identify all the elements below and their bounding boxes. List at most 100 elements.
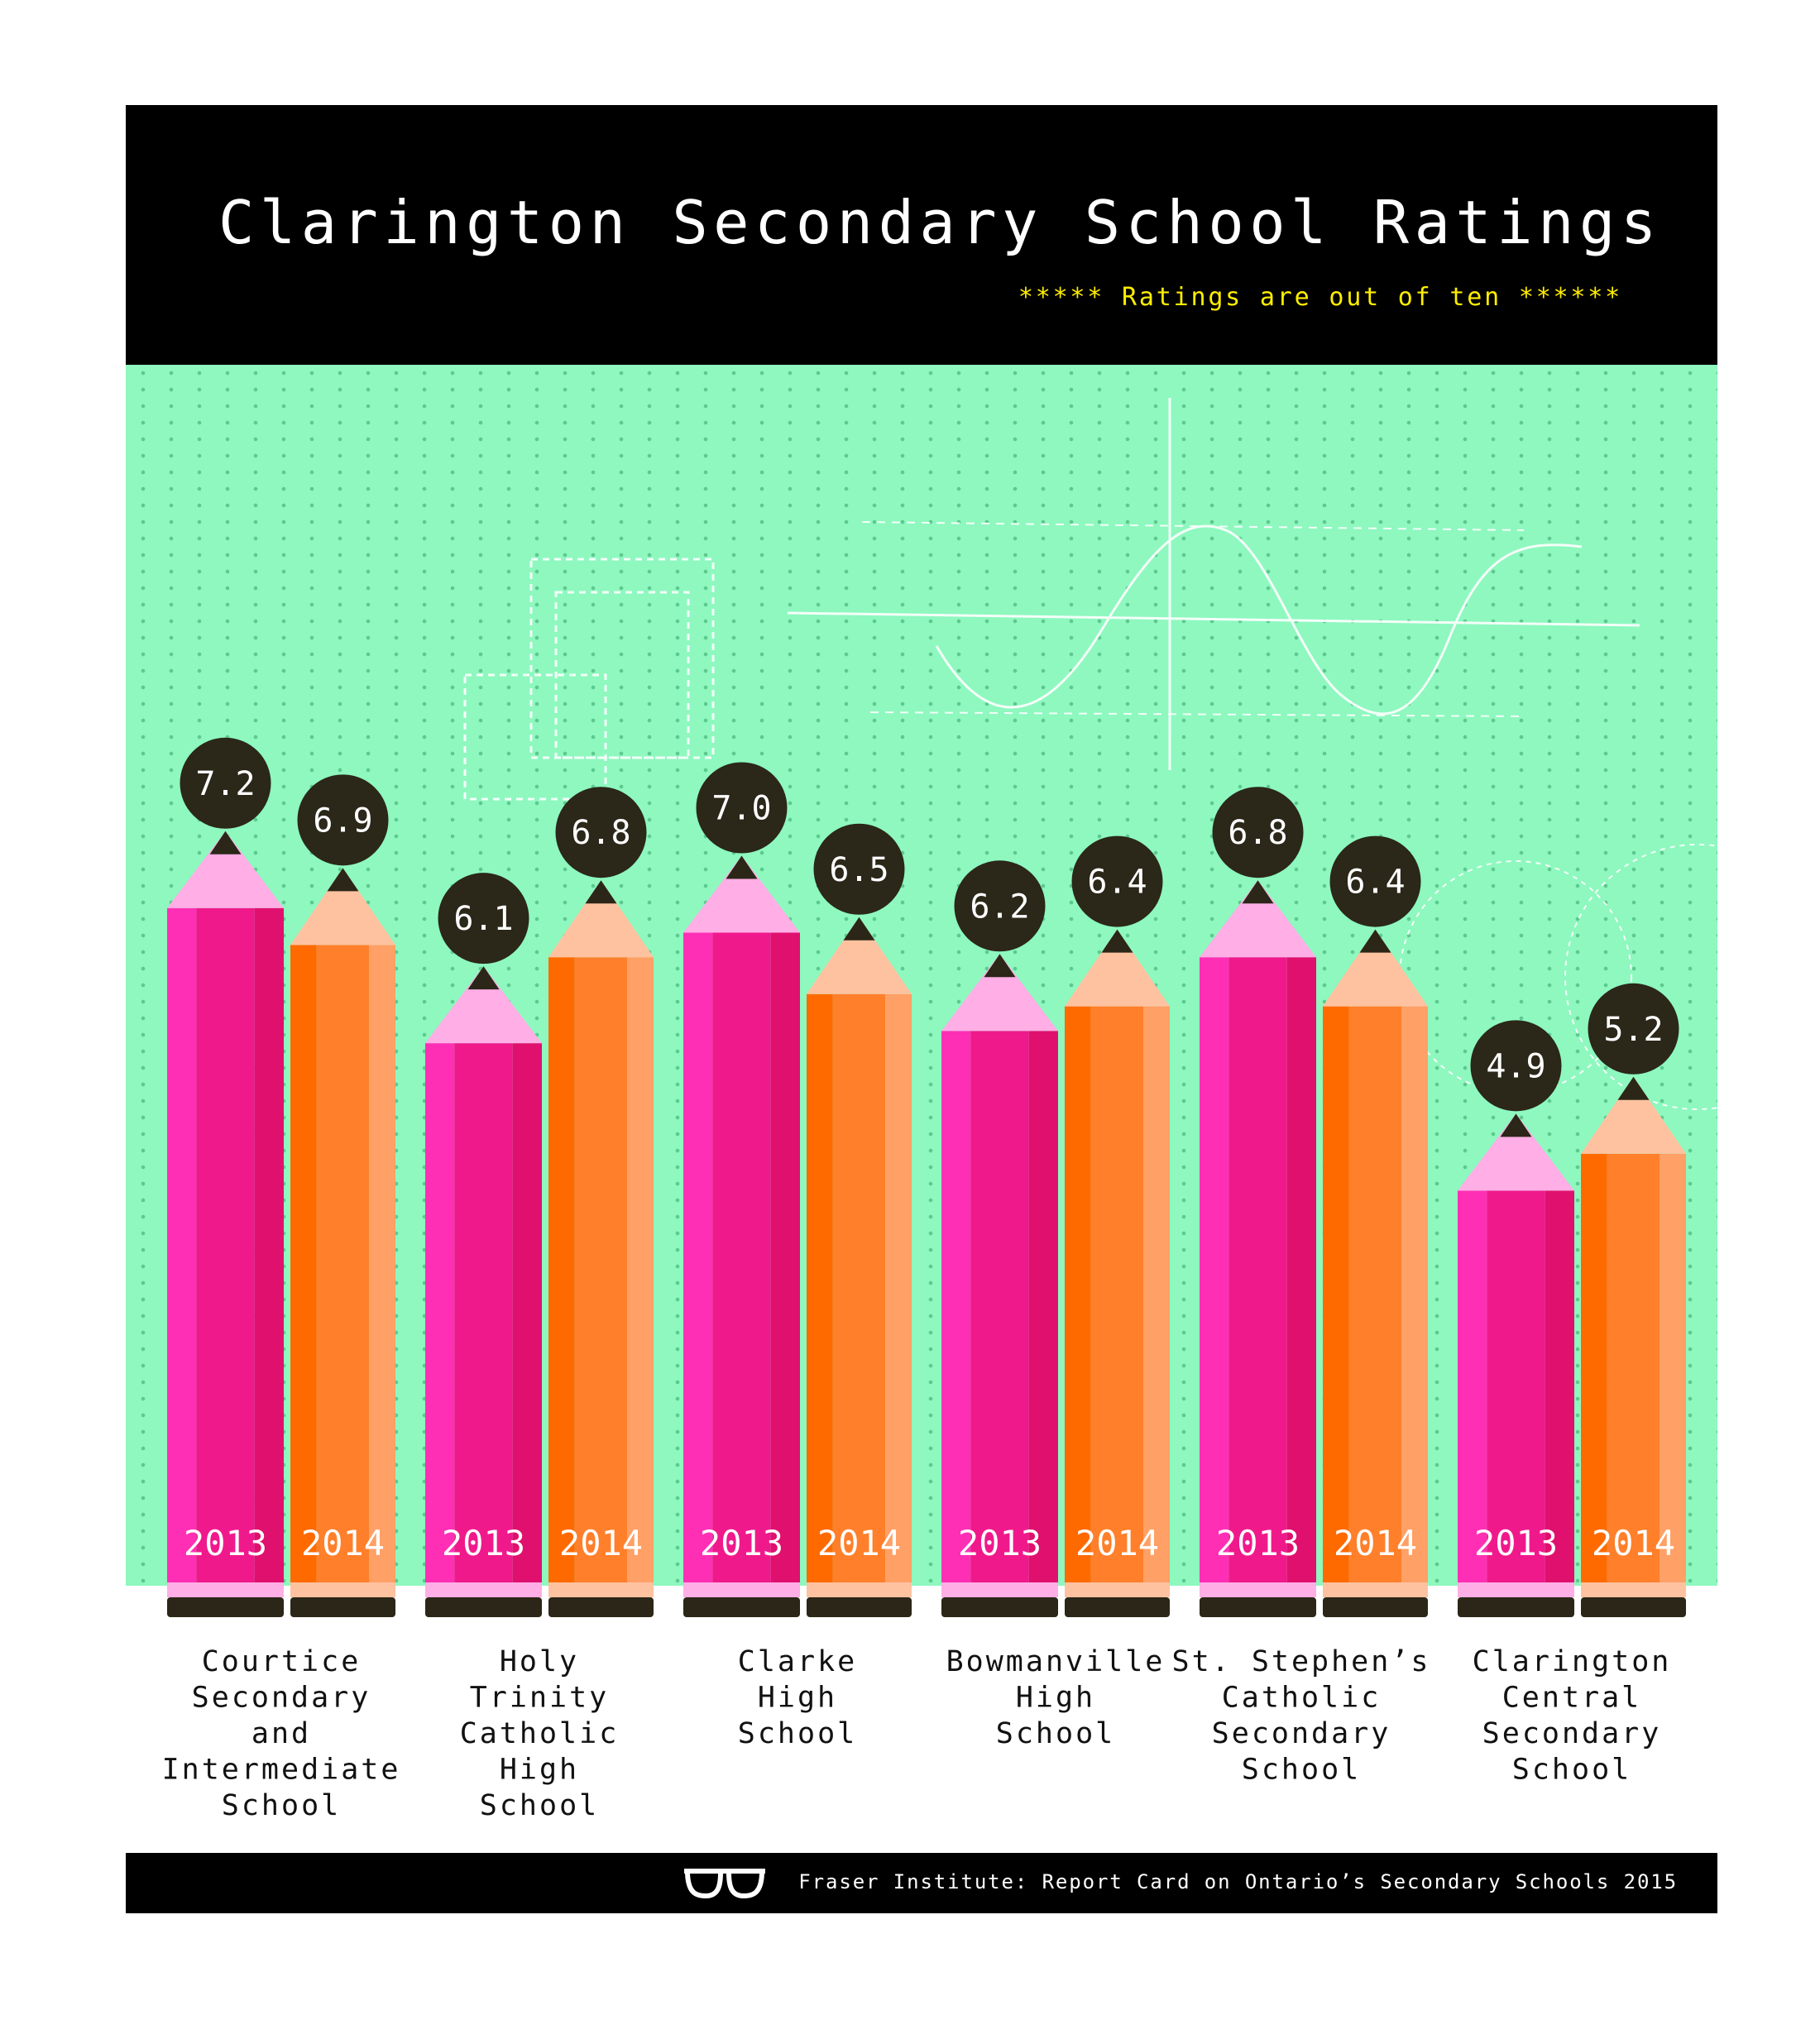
category-label: Holy <box>500 1645 579 1678</box>
value-label: 6.2 <box>970 888 1029 926</box>
pencil-ferrule <box>1200 1582 1316 1597</box>
year-label: 2014 <box>817 1523 901 1563</box>
pencil-stripe-left <box>1581 1153 1607 1582</box>
value-label: 4.9 <box>1486 1047 1545 1085</box>
pencil-tip <box>1065 929 1170 1007</box>
pencil-group: 6.8 2013 6.4 2014 St. Stephen’s CatholicSecon… <box>1172 787 1428 1787</box>
value-label: 5.2 <box>1603 1011 1663 1049</box>
pencil-tip <box>167 830 284 908</box>
pencil-stripe-right <box>770 932 800 1582</box>
pencil-lead <box>467 966 500 990</box>
pencil-body <box>454 1043 513 1582</box>
pencil-tip <box>683 855 800 933</box>
pencil-stripe-left <box>425 1043 455 1582</box>
pencil-ferrule <box>1581 1582 1686 1597</box>
pencil-bar-2014: 6.4 2014 <box>1323 835 1428 1617</box>
doodle-sine-curve <box>935 524 1583 716</box>
pencil-ferrule <box>290 1582 395 1597</box>
year-label: 2014 <box>301 1523 385 1563</box>
year-label: 2014 <box>1075 1523 1159 1563</box>
pencil-stripe-right <box>1660 1153 1686 1582</box>
pencil-lead <box>984 954 1016 978</box>
pencil-stripe-right <box>1545 1190 1574 1582</box>
pencil-stripe-left <box>941 1031 971 1582</box>
pencil-bar-2013: 6.2 2013 <box>941 860 1058 1617</box>
category-label: Secondary <box>192 1682 371 1715</box>
pencil-body <box>1090 1006 1144 1582</box>
value-label: 6.4 <box>1087 864 1147 902</box>
value-bubble <box>1329 835 1421 927</box>
category-label: High <box>1016 1682 1095 1715</box>
pencil-bar-2013: 7.0 2013 <box>683 762 800 1617</box>
pencil-stripe-left <box>1065 1006 1091 1582</box>
pencil-stripe-right <box>1028 1031 1058 1582</box>
pencil-ferrule <box>1323 1582 1428 1597</box>
pencil-lead <box>585 880 617 904</box>
pencil-tip <box>1323 929 1428 1007</box>
category-label: Catholic <box>460 1717 620 1750</box>
pencil-stripe-right <box>1401 1006 1428 1582</box>
category-label: School <box>1512 1754 1631 1787</box>
pencil-lead <box>1359 929 1391 953</box>
year-label: 2013 <box>1216 1523 1300 1563</box>
page-title: Clarington Secondary School Ratings <box>218 188 1662 257</box>
pencil-stripe-left <box>807 993 833 1582</box>
pencil-eraser <box>683 1597 800 1617</box>
pencil-tip <box>1581 1076 1686 1154</box>
pencil-stripe-right <box>885 993 912 1582</box>
pencil-lead <box>1617 1076 1650 1100</box>
pencil-stripe-left <box>1323 1006 1349 1582</box>
year-label: 2013 <box>184 1523 267 1563</box>
pencil-stripe-left <box>683 932 713 1582</box>
pencil-ferrule <box>683 1582 800 1597</box>
category-label: Clarington <box>1473 1645 1672 1678</box>
category-label: Catholic <box>1222 1682 1382 1715</box>
glasses-icon <box>684 1869 765 1899</box>
pencil-ferrule <box>425 1582 542 1597</box>
category-label: Intermediate <box>162 1754 401 1787</box>
pencil-body <box>1607 1153 1660 1582</box>
pencil-eraser <box>941 1597 1058 1617</box>
pencil-lead <box>1500 1113 1532 1137</box>
pencil-eraser <box>807 1597 912 1617</box>
header-banner: Clarington Secondary School Ratings ****… <box>126 105 1717 365</box>
pencil-stripe-left <box>290 945 317 1582</box>
pencil-body <box>832 993 886 1582</box>
pencil-body <box>1228 957 1287 1582</box>
pencil-tip <box>548 880 654 958</box>
source-citation: Fraser Institute: Report Card on Ontario… <box>798 1870 1678 1893</box>
pencil-stripe-left <box>1200 957 1229 1582</box>
value-label: 6.8 <box>571 814 630 852</box>
category-label: School <box>1242 1754 1361 1787</box>
pencil-bar-2013: 7.2 2013 <box>167 737 284 1617</box>
pencil-eraser <box>1581 1597 1686 1617</box>
pencil-body <box>970 1031 1029 1582</box>
category-label: School <box>738 1717 857 1750</box>
pencil-tip <box>290 868 395 945</box>
year-label: 2014 <box>1592 1523 1675 1563</box>
category-label: and <box>251 1717 311 1750</box>
pencil-bar-2014: 5.2 2014 <box>1581 983 1686 1617</box>
year-label: 2013 <box>1474 1523 1558 1563</box>
pencil-tip <box>941 954 1058 1032</box>
category-label: Bowmanville <box>946 1645 1166 1678</box>
pencil-stripe-right <box>1143 1006 1170 1582</box>
pencil-tip <box>807 917 912 994</box>
pencil-bar-2013: 6.8 2013 <box>1200 787 1316 1617</box>
value-bubble <box>1212 787 1304 878</box>
value-label: 6.5 <box>829 851 888 889</box>
value-label: 6.4 <box>1345 864 1405 902</box>
category-label: Clarke <box>738 1645 857 1678</box>
pencil-stripe-right <box>369 945 395 1582</box>
year-label: 2013 <box>700 1523 783 1563</box>
pencil-lead <box>843 917 875 941</box>
value-label: 6.8 <box>1228 814 1287 852</box>
pencil-lead <box>726 855 758 879</box>
category-label: School <box>480 1789 599 1822</box>
pencil-lead <box>327 868 359 892</box>
pencil-body <box>196 907 255 1582</box>
pencil-body <box>1487 1190 1545 1582</box>
